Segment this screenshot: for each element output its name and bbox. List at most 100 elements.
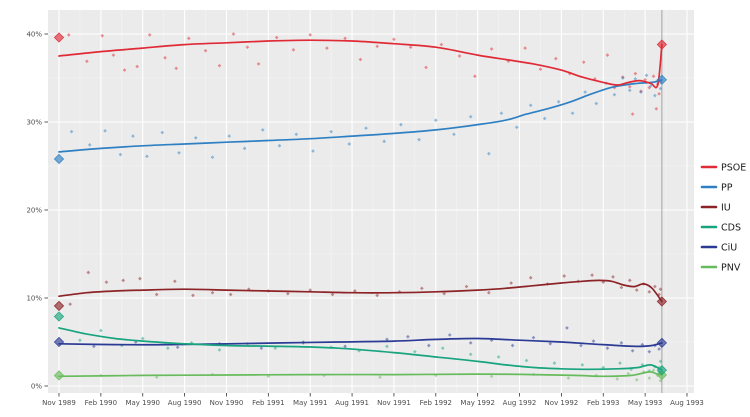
poll-point-pp	[177, 150, 181, 155]
poll-point-pp	[648, 84, 653, 88]
poll-point-ciu	[565, 326, 569, 330]
x-axis-tick-label: Nov 1990	[210, 399, 244, 407]
poll-point-pp	[277, 143, 282, 148]
poll-point-iu	[154, 292, 159, 297]
poll-point-pp	[260, 128, 265, 132]
poll-point-iu	[138, 276, 142, 281]
poll-point-psoe	[85, 59, 89, 64]
poll-point-iu	[228, 292, 233, 297]
election-marker-start-psoe	[53, 32, 65, 43]
poll-point-psoe	[231, 32, 236, 36]
poll-point-iu	[104, 280, 109, 284]
poll-point-pp	[193, 136, 198, 140]
poll-point-cds	[413, 349, 417, 354]
poll-point-iu	[86, 270, 91, 275]
y-axis-tick-label: 40%	[26, 31, 42, 39]
poll-point-pnv	[658, 378, 663, 383]
y-axis-tick-label: 30%	[26, 119, 42, 127]
poll-point-pnv	[489, 374, 494, 379]
election-marker-end-pp	[656, 74, 668, 85]
poll-point-iu	[658, 287, 663, 292]
poll-point-psoe	[186, 36, 191, 41]
poll-point-pp	[311, 149, 315, 153]
poll-point-ciu	[385, 337, 389, 342]
x-axis-tick-label: Nov 1991	[377, 399, 411, 407]
poll-point-ciu	[406, 334, 410, 339]
poll-point-cds	[524, 358, 529, 363]
poll-point-cds	[618, 361, 622, 365]
x-axis-tick-label: Aug 1990	[168, 399, 202, 407]
legend-label-iu: IU	[721, 203, 731, 214]
poll-point-ciu	[468, 341, 473, 345]
poll-point-cds	[580, 363, 585, 367]
poll-point-ciu	[447, 333, 452, 337]
poll-point-pp	[417, 137, 421, 142]
poll-point-ciu	[548, 341, 553, 346]
poll-point-psoe	[66, 33, 71, 37]
legend-item-pnv: PNV	[700, 263, 741, 274]
poll-point-cds	[273, 346, 278, 350]
poll-point-iu	[562, 274, 567, 278]
poll-point-pp	[69, 129, 74, 134]
x-axis-tick-label: Feb 1992	[420, 399, 452, 407]
legend-item-iu: IU	[700, 203, 731, 214]
poll-point-iu	[590, 273, 594, 277]
poll-point-pp	[160, 130, 165, 135]
trend-line-iu	[58, 279, 663, 303]
election-marker-start-cds	[53, 311, 65, 322]
poll-point-iu	[647, 290, 652, 294]
poll-point-pp	[364, 126, 368, 130]
poll-point-psoe	[174, 66, 179, 71]
poll-point-iu	[619, 285, 624, 290]
poll-point-pnv	[647, 376, 652, 380]
poll-point-ciu	[259, 346, 264, 350]
poll-point-pp	[210, 155, 215, 160]
x-axis-tick-label: Feb 1991	[252, 399, 284, 407]
poll-point-cds	[468, 352, 473, 357]
poll-point-iu	[172, 279, 177, 284]
poll-point-pp	[103, 128, 107, 133]
poll-point-iu	[68, 302, 73, 306]
poll-point-pnv	[615, 377, 620, 381]
poll-point-pnv	[154, 375, 159, 380]
poll-point-ciu	[343, 344, 347, 349]
poll-point-psoe	[111, 53, 116, 57]
poll-point-iu	[420, 286, 424, 291]
poll-point-ciu	[605, 346, 610, 350]
poll-point-iu	[330, 292, 335, 297]
axis-ticks	[44, 33, 688, 397]
y-axis-labels: 0% 10% 20% 30% 40%	[26, 31, 42, 391]
poll-point-iu	[286, 291, 290, 296]
election-marker-start-pp	[53, 153, 65, 165]
poll-point-iu	[627, 278, 632, 283]
poll-point-psoe	[256, 62, 261, 66]
poll-point-pp	[87, 143, 92, 147]
legend-label-ciu: CiU	[721, 243, 737, 254]
legend-item-psoe: PSOE	[700, 163, 746, 174]
poll-points-iu	[68, 270, 663, 306]
election-marker-start-ciu	[53, 336, 65, 348]
poll-point-psoe	[308, 33, 313, 37]
election-marker-end-psoe	[656, 39, 668, 50]
poll-point-pp	[399, 122, 403, 127]
y-axis-tick-label: 10%	[26, 295, 42, 303]
poll-point-iu	[509, 281, 513, 285]
election-marker-start-iu	[53, 300, 65, 312]
poll-point-iu	[486, 290, 491, 295]
poll-point-pp	[242, 146, 247, 151]
poll-point-iu	[464, 284, 469, 289]
poll-point-pnv	[626, 371, 631, 376]
poll-point-ciu	[647, 349, 652, 354]
poll-point-ciu	[619, 341, 624, 345]
poll-point-iu	[375, 293, 380, 298]
poll-point-pp	[382, 139, 387, 144]
poll-point-pp	[118, 152, 123, 157]
x-axis-tick-label: Aug 1991	[335, 399, 369, 407]
election-marker-end-cds	[656, 364, 668, 376]
poll-point-pp	[486, 151, 491, 156]
poll-point-cds	[166, 346, 170, 350]
poll-point-pnv	[634, 378, 639, 382]
poll-point-pp	[347, 142, 352, 146]
poll-point-pp	[329, 129, 333, 134]
